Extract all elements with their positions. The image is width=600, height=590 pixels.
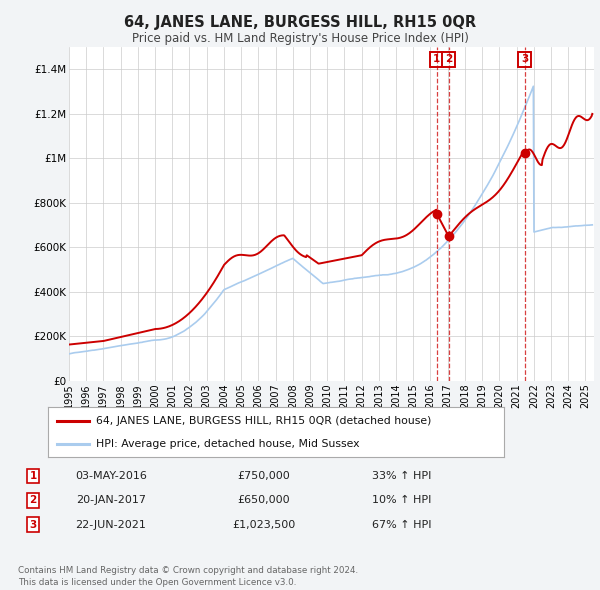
- Text: 03-MAY-2016: 03-MAY-2016: [75, 471, 147, 481]
- Text: 2: 2: [445, 54, 452, 64]
- Text: 10% ↑ HPI: 10% ↑ HPI: [373, 496, 431, 505]
- Text: 1: 1: [433, 54, 440, 64]
- Text: 33% ↑ HPI: 33% ↑ HPI: [373, 471, 431, 481]
- Text: Price paid vs. HM Land Registry's House Price Index (HPI): Price paid vs. HM Land Registry's House …: [131, 32, 469, 45]
- Text: 1: 1: [29, 471, 37, 481]
- Text: 64, JANES LANE, BURGESS HILL, RH15 0QR (detached house): 64, JANES LANE, BURGESS HILL, RH15 0QR (…: [96, 415, 431, 425]
- Text: £650,000: £650,000: [238, 496, 290, 505]
- Text: 20-JAN-2017: 20-JAN-2017: [76, 496, 146, 505]
- Text: £1,023,500: £1,023,500: [232, 520, 296, 529]
- Text: Contains HM Land Registry data © Crown copyright and database right 2024.
This d: Contains HM Land Registry data © Crown c…: [18, 566, 358, 587]
- Text: 67% ↑ HPI: 67% ↑ HPI: [372, 520, 432, 529]
- Text: 64, JANES LANE, BURGESS HILL, RH15 0QR: 64, JANES LANE, BURGESS HILL, RH15 0QR: [124, 15, 476, 30]
- Text: 3: 3: [521, 54, 528, 64]
- Text: £750,000: £750,000: [238, 471, 290, 481]
- Text: 22-JUN-2021: 22-JUN-2021: [76, 520, 146, 529]
- Text: HPI: Average price, detached house, Mid Sussex: HPI: Average price, detached house, Mid …: [96, 439, 359, 449]
- Text: 2: 2: [29, 496, 37, 505]
- Text: 3: 3: [29, 520, 37, 529]
